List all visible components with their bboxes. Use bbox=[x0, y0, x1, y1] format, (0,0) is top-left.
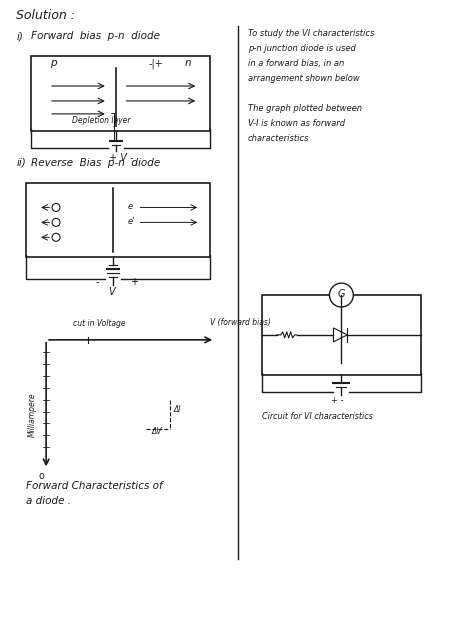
Text: cut in Voltage: cut in Voltage bbox=[73, 319, 126, 328]
Text: ii): ii) bbox=[16, 158, 26, 168]
Polygon shape bbox=[333, 328, 347, 342]
Text: To study the VI characteristics: To study the VI characteristics bbox=[248, 29, 374, 38]
Text: p-n junction diode is used: p-n junction diode is used bbox=[248, 44, 356, 53]
Text: + -: + - bbox=[331, 395, 344, 405]
Bar bbox=[26, 183, 210, 257]
Bar bbox=[262, 295, 421, 375]
Text: V (forward bias): V (forward bias) bbox=[210, 318, 271, 327]
Text: arrangement shown below: arrangement shown below bbox=[248, 74, 360, 83]
Text: The graph plotted between: The graph plotted between bbox=[248, 104, 362, 113]
Text: Milliampere: Milliampere bbox=[28, 392, 37, 437]
Text: n: n bbox=[185, 58, 191, 68]
Text: ΔV: ΔV bbox=[152, 428, 162, 436]
Bar bbox=[31, 56, 210, 131]
Circle shape bbox=[52, 204, 60, 212]
Text: -: - bbox=[96, 277, 100, 287]
Text: Forward Characteristics of: Forward Characteristics of bbox=[26, 481, 163, 491]
Text: Forward  bias  p-n  diode: Forward bias p-n diode bbox=[31, 31, 160, 41]
Text: characteristics: characteristics bbox=[248, 134, 310, 143]
Text: ΔI: ΔI bbox=[173, 405, 181, 413]
Text: Depletion layer: Depletion layer bbox=[72, 116, 130, 125]
Circle shape bbox=[52, 218, 60, 226]
Text: a diode .: a diode . bbox=[26, 496, 71, 506]
Text: G: G bbox=[337, 289, 345, 299]
Text: e': e' bbox=[128, 217, 135, 226]
Text: V-I is known as forward: V-I is known as forward bbox=[248, 119, 345, 128]
Text: p: p bbox=[50, 58, 56, 68]
Text: Circuit for VI characteristics: Circuit for VI characteristics bbox=[262, 413, 373, 421]
Text: i): i) bbox=[16, 31, 23, 41]
Text: V: V bbox=[108, 287, 114, 297]
Circle shape bbox=[329, 283, 353, 307]
Text: -|+: -|+ bbox=[148, 58, 163, 68]
Text: Solution :: Solution : bbox=[16, 9, 75, 22]
Circle shape bbox=[52, 233, 60, 241]
Text: in a forward bias, in an: in a forward bias, in an bbox=[248, 59, 344, 68]
Text: + V -: + V - bbox=[109, 152, 133, 163]
Text: e: e bbox=[128, 202, 133, 212]
Text: o: o bbox=[38, 471, 44, 481]
Text: Reverse  Bias  p-n  diode: Reverse Bias p-n diode bbox=[31, 158, 161, 168]
Text: +: + bbox=[129, 277, 137, 287]
